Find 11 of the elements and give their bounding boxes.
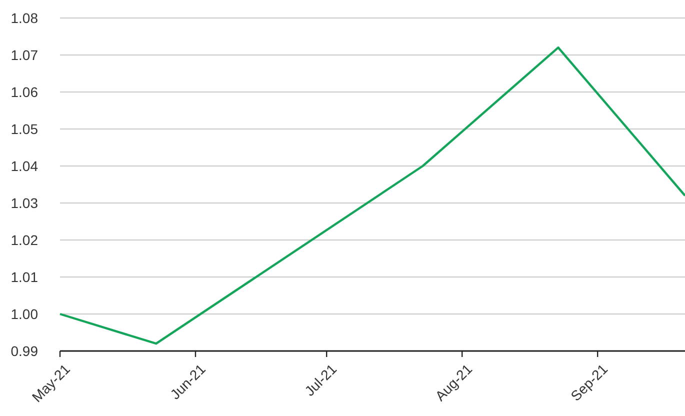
y-tick-label: 1.04 (10, 158, 38, 174)
line-series (58, 46, 685, 345)
y-tick-label: 1.00 (10, 306, 38, 322)
y-tick-label: 1.07 (10, 46, 38, 63)
y-tick-label: 1.01 (10, 268, 38, 285)
y-tick-label: 1.05 (10, 120, 38, 137)
y-tick-label: 1.02 (10, 232, 38, 248)
y-tick-label: 1.06 (10, 84, 38, 100)
y-tick-label: 1.08 (10, 10, 38, 26)
y-tick-label: 1.03 (10, 194, 38, 211)
y-tick-label: 0.99 (10, 342, 38, 359)
